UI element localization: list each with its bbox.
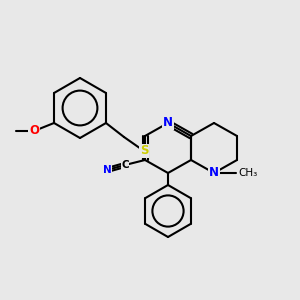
Text: O: O [29, 124, 39, 137]
Text: CH₃: CH₃ [238, 168, 257, 178]
Text: N: N [103, 165, 111, 175]
Text: S: S [140, 145, 148, 158]
Text: N: N [163, 116, 173, 130]
Text: C: C [121, 160, 129, 170]
Text: N: N [209, 167, 219, 179]
